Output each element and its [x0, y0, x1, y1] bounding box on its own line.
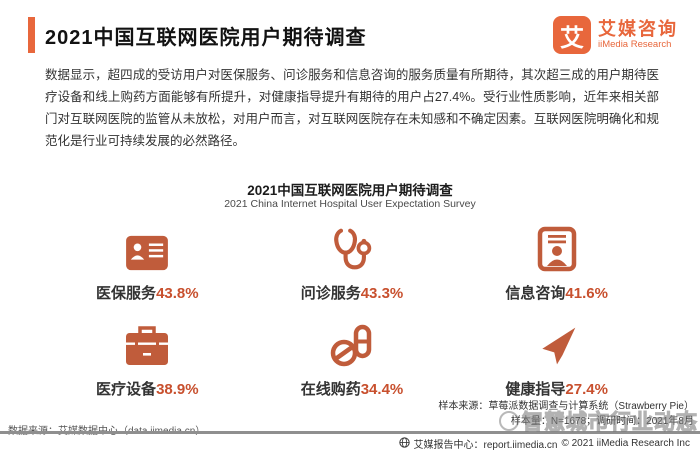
page-title: 2021中国互联网医院用户期待调查: [45, 26, 367, 49]
stat-label: 在线购药34.4%: [301, 378, 404, 399]
stat-label: 医保服务43.8%: [96, 282, 199, 303]
sample-source-note: 样本来源：草莓派数据调查与计算系统（Strawberry Pie）: [438, 401, 694, 412]
stethoscope-icon: [330, 224, 374, 272]
info-document-icon: [537, 224, 577, 272]
stat-item-medical-insurance: 医保服务43.8%: [45, 224, 250, 304]
stat-value: 27.4%: [565, 381, 608, 398]
stat-label: 医疗设备38.9%: [96, 378, 199, 399]
report-center-text: 艾媒报告中心：report.iimedia.cn: [413, 440, 558, 450]
stat-item-medical-equipment: 医疗设备38.9%: [45, 320, 250, 400]
header: 2021中国互联网医院用户期待调查 艾 艾媒咨询 iiMedia Researc…: [28, 16, 678, 54]
footer: 艾媒报告中心：report.iimedia.cn © 2021 iiMedia …: [398, 436, 690, 450]
stat-name: 健康指导: [505, 381, 566, 398]
expectation-grid: 医保服务43.8% 问诊服务43.3%: [45, 224, 659, 400]
stat-value: 38.9%: [156, 381, 199, 398]
stat-label: 信息咨询41.6%: [505, 282, 608, 303]
logo-name-cn: 艾媒咨询: [598, 19, 678, 39]
medical-kit-icon: [123, 320, 171, 368]
iimedia-logo-icon: 艾: [553, 16, 591, 54]
stat-value: 34.4%: [360, 381, 404, 398]
stat-value: 43.8%: [156, 285, 199, 302]
stat-label: 健康指导27.4%: [505, 378, 608, 399]
title-block: 2021中国互联网医院用户期待调查: [28, 17, 367, 53]
insurance-card-icon: [124, 224, 170, 272]
stat-label: 问诊服务43.3%: [301, 282, 404, 303]
sample-size-note: 样本量：N=1678；调研时间：2021年8月: [510, 416, 694, 427]
stat-value: 41.6%: [565, 285, 608, 302]
logo-name-en: iiMedia Research: [598, 39, 672, 50]
chart-title: 2021中国互联网医院用户期待调查: [247, 183, 453, 198]
stat-value: 43.3%: [360, 285, 404, 302]
copyright-text: © 2021 iiMedia Research Inc: [561, 438, 690, 449]
data-source-note: 数据来源：艾媒数据中心（data.iimedia.cn）: [8, 422, 205, 437]
stat-name: 问诊服务: [300, 285, 361, 302]
navigation-arrow-icon: [535, 320, 579, 368]
chart-subtitle: 2021 China Internet Hospital User Expect…: [224, 198, 476, 210]
globe-icon: [398, 436, 410, 450]
pills-icon: [329, 320, 375, 368]
stat-item-consultation: 问诊服务43.3%: [250, 224, 455, 304]
stat-name: 信息咨询: [505, 285, 566, 302]
summary-paragraph: 数据显示，超四成的受访用户对医保服务、问诊服务和信息咨询的服务质量有所期待，其次…: [45, 68, 659, 148]
stat-item-health-guidance: 健康指导27.4%: [454, 320, 659, 400]
stat-name: 在线购药: [300, 381, 361, 398]
iimedia-logo: 艾 艾媒咨询 iiMedia Research: [553, 16, 678, 54]
stat-name: 医疗设备: [96, 381, 157, 398]
accent-bar: [28, 17, 35, 53]
sample-notes: 样本来源：草莓派数据调查与计算系统（Strawberry Pie） 样本量：N=…: [438, 399, 694, 429]
logo-text: 艾媒咨询 iiMedia Research: [598, 19, 678, 51]
stat-item-information: 信息咨询41.6%: [454, 224, 659, 304]
stat-name: 医保服务: [96, 285, 157, 302]
stat-item-online-pharmacy: 在线购药34.4%: [250, 320, 455, 400]
footer-divider: [0, 431, 700, 434]
